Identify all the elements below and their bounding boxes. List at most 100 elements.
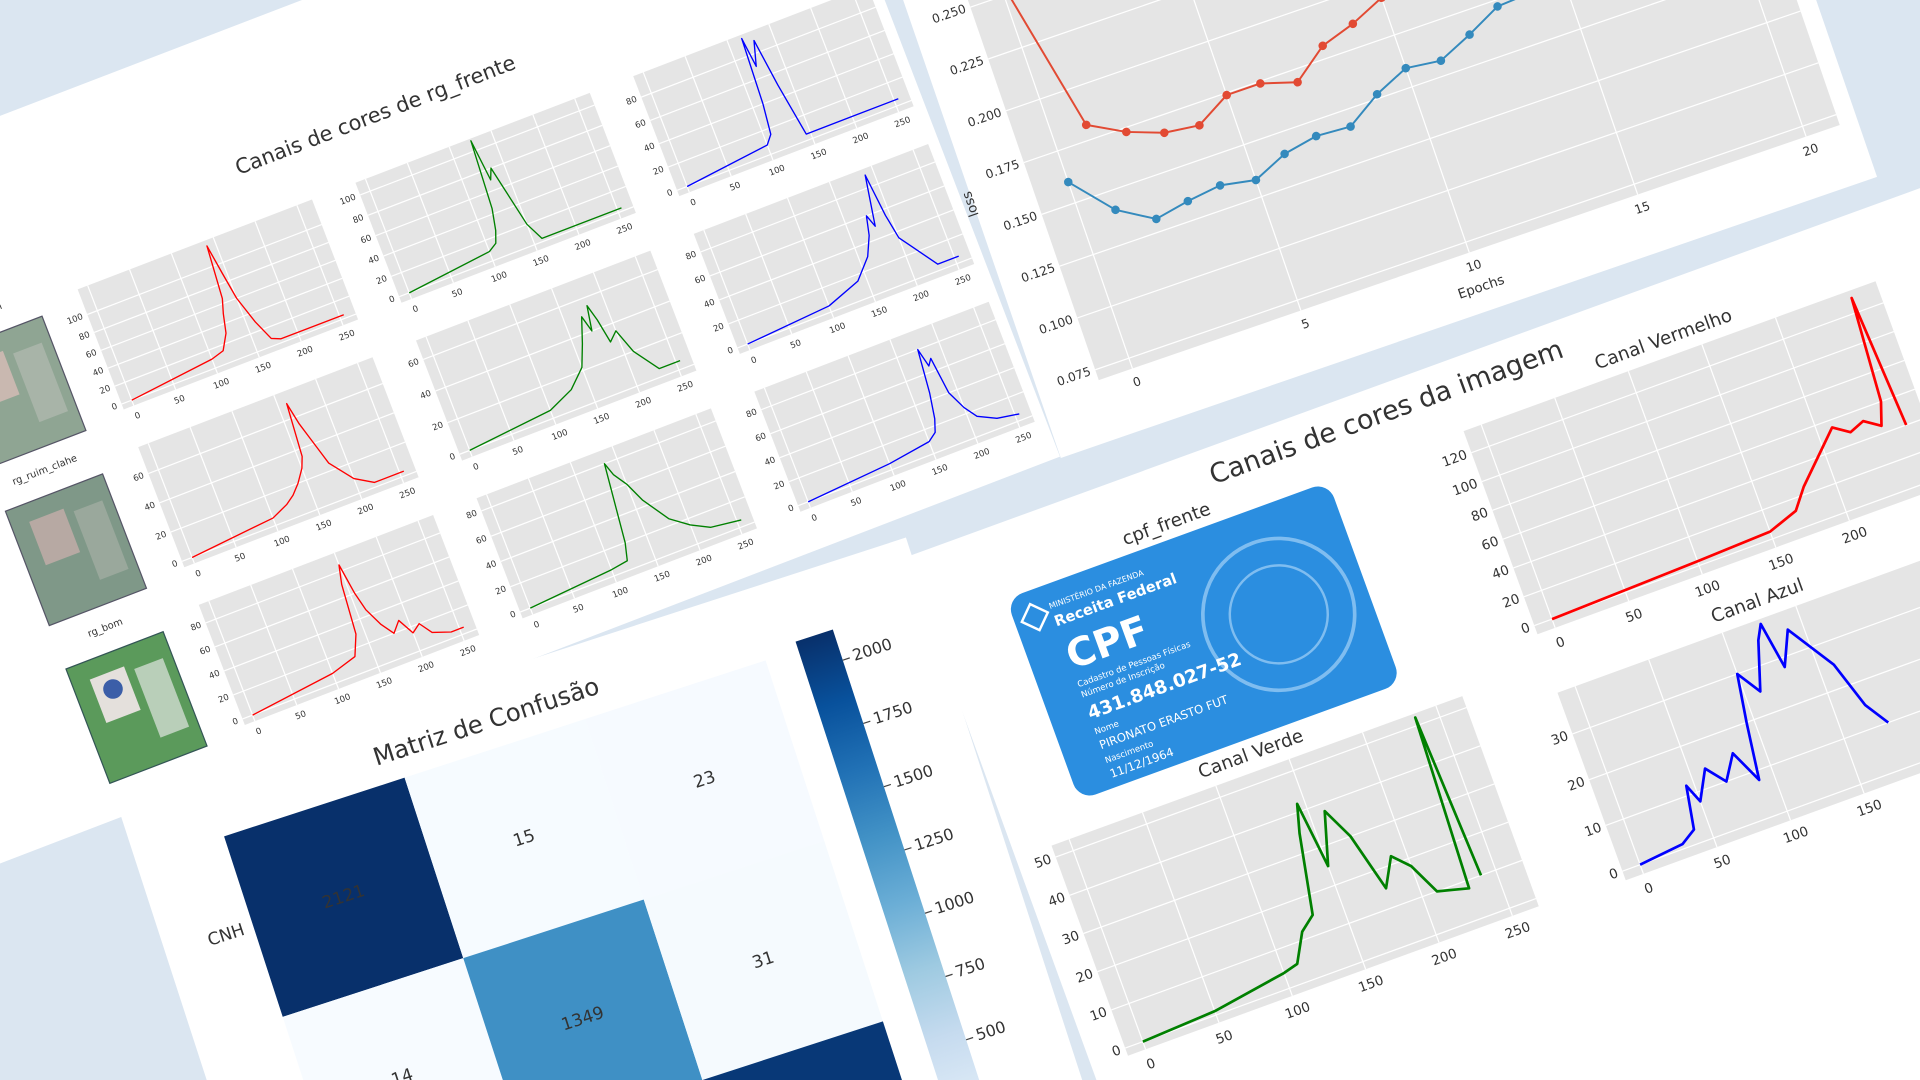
- grid-line: [519, 521, 755, 613]
- grid-line: [1095, 114, 1837, 371]
- grid-line: [788, 391, 1024, 483]
- y-tick-label: 20: [712, 321, 726, 334]
- x-tick-label: 5: [1300, 316, 1312, 332]
- fingerprint: [73, 500, 129, 580]
- grid-line: [87, 285, 135, 406]
- heatmap-cell: [224, 777, 464, 1017]
- colorbar-tick: [945, 973, 953, 978]
- x-tick-label: 50: [1712, 853, 1733, 873]
- grid-line: [159, 412, 395, 504]
- y-tick-label: 10: [1088, 1005, 1109, 1025]
- grid-line: [761, 319, 996, 411]
- x-tick-label: 50: [850, 496, 864, 509]
- grid-line: [189, 427, 237, 548]
- plot-background: [754, 301, 1035, 512]
- x-tick-label: 20: [1801, 141, 1820, 159]
- seal: [1228, 564, 1329, 665]
- grid-line: [684, 56, 732, 177]
- grid-line: [532, 114, 580, 235]
- x-tick-label: 0: [472, 462, 481, 473]
- x-tick-label: 50: [511, 445, 525, 458]
- cpf-card: MINISTÉRIO DA FAZENDA Receita Federal CP…: [1010, 486, 1397, 796]
- line: [1067, 0, 1681, 220]
- y-tick-label: 80: [465, 508, 479, 521]
- grid-line: [1481, 331, 1895, 483]
- heatmap-cell: [282, 958, 522, 1080]
- y-tick-label: 80: [352, 213, 366, 226]
- grid-line: [634, 256, 682, 377]
- grid-line: [828, 181, 877, 303]
- line: [996, 0, 1659, 134]
- y-tick-label: 20: [217, 692, 231, 705]
- thumbnail: [65, 630, 208, 785]
- grid-line: [231, 410, 279, 532]
- marker: [1293, 77, 1302, 87]
- x-tick-label: 0: [255, 726, 264, 737]
- grid-line: [1361, 732, 1440, 943]
- y-tick-label: 0: [231, 717, 240, 728]
- y-tick-label: 60: [407, 357, 421, 370]
- y-tick-label: 20: [494, 584, 508, 597]
- y-tick-label: 80: [625, 95, 639, 108]
- line: [1142, 716, 1483, 1043]
- grid-line: [1005, 0, 1748, 112]
- x-tick-label: 15: [1633, 199, 1652, 217]
- grid-line: [170, 253, 219, 374]
- marker: [1318, 41, 1328, 51]
- y-tick-label: 10: [1583, 820, 1604, 840]
- grid-line: [459, 363, 695, 455]
- marker: [1215, 181, 1225, 190]
- grid-line: [425, 336, 473, 457]
- grid-line: [486, 494, 534, 615]
- grid-line: [1041, 0, 1783, 215]
- marker: [1081, 120, 1091, 130]
- grid-line: [1502, 388, 1916, 540]
- grid-line: [695, 413, 743, 535]
- x-tick-label: 50: [233, 551, 247, 564]
- y-tick-label: 40: [419, 389, 433, 402]
- marker: [1311, 131, 1321, 141]
- grid-line: [398, 206, 634, 298]
- grid-line: [1795, 605, 1865, 794]
- grid-line: [242, 628, 478, 720]
- grid-line: [1701, 344, 1777, 548]
- y-tick-label: 40: [143, 500, 157, 513]
- grid-line: [667, 76, 903, 168]
- grid-line: [1501, 0, 1639, 195]
- grid-line: [1435, 705, 1513, 917]
- y-tick-label: 60: [634, 118, 648, 131]
- loss-figure: 051015200.0750.1000.1250.1500.1750.2000.…: [845, 0, 1878, 458]
- colorbar-tick: [904, 847, 912, 851]
- thumbnail: [0, 315, 87, 469]
- grid-line: [121, 313, 357, 405]
- line: [686, 37, 899, 188]
- marker: [1280, 149, 1289, 159]
- x-tick-label: 50: [728, 180, 742, 193]
- grid-line: [700, 161, 936, 253]
- y-tick-label: 60: [475, 534, 489, 547]
- y-tick-label: 0: [509, 610, 518, 621]
- grid-line: [1492, 359, 1905, 511]
- marker: [1346, 122, 1355, 131]
- marker: [1111, 205, 1120, 215]
- x-tick-label: 0: [810, 513, 819, 524]
- grid-line: [359, 104, 595, 196]
- grid-line: [273, 394, 321, 516]
- y-tick-label: 40: [763, 455, 777, 468]
- grid-line: [100, 259, 336, 351]
- x-tick-label: 0: [134, 411, 143, 422]
- grid-line: [375, 145, 611, 237]
- y-tick-label: 80: [78, 330, 92, 343]
- y-tick-label: 40: [643, 141, 657, 154]
- marker: [1256, 79, 1265, 88]
- y-tick-label: 60: [132, 471, 146, 484]
- marker: [1183, 196, 1193, 206]
- grid-line: [406, 162, 454, 284]
- grid-line: [1480, 424, 1556, 628]
- grid-line: [1622, 720, 1920, 872]
- x-tick-label: 0: [689, 197, 698, 208]
- grid-line: [423, 268, 658, 361]
- grid-line: [148, 382, 383, 475]
- cpf-figure: Canais de cores da imagem cpf_frente MIN…: [906, 138, 1920, 1080]
